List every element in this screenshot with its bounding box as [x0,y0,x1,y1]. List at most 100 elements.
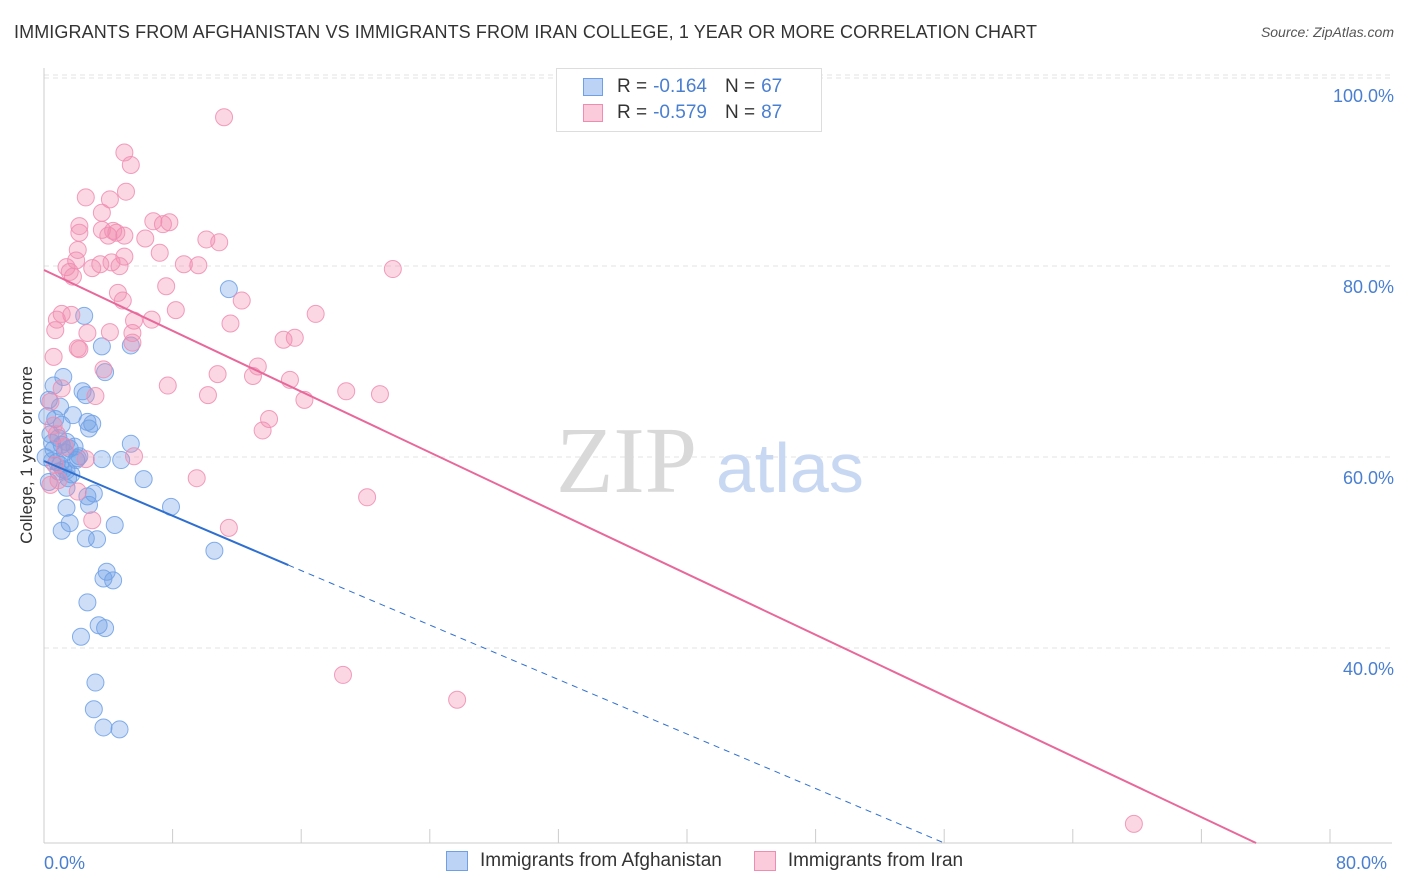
afghanistan-point [105,515,124,534]
trend-lines [43,269,1257,844]
iran-point [86,387,105,406]
series-legend: Immigrants from Afghanistan Immigrants f… [446,850,995,872]
iran-point [157,277,176,296]
iran-point [142,310,161,329]
iran-point [41,392,60,411]
iran-point [370,385,389,404]
iran-point [166,301,185,320]
watermark-atlas: atlas [716,429,864,507]
iran-point [232,291,251,310]
iran-point [55,437,74,456]
iran-point [274,330,293,349]
afghanistan-point [67,451,86,470]
afghanistan-trend-extension [288,564,945,844]
iran-point [136,229,155,248]
afghanistan-point [92,450,111,469]
iran-point [337,382,356,401]
iran-point [57,258,76,277]
iran-point [121,155,140,174]
iran-point [70,340,89,359]
afghanistan-point [134,470,153,489]
legend-swatch-afghanistan [583,78,603,96]
afghanistan-point [52,521,71,540]
series-legend-afghanistan[interactable]: Immigrants from Afghanistan [446,850,722,872]
afghanistan-point [83,414,102,433]
iran-point [78,324,97,343]
correlation-legend: R = -0.164 N = 67 R = -0.579 N = 87 [556,68,822,132]
iran-point [100,323,119,342]
afghanistan-point [219,280,238,299]
legend-row-afghanistan: R = -0.164 N = 67 [583,75,782,99]
legend-r-value-afghanistan: -0.164 [653,76,707,97]
iran-point [76,188,95,207]
afghanistan-point [80,419,99,438]
iran-point [243,367,262,386]
iran-point [215,108,234,127]
iran-point [1124,814,1143,833]
iran-point [253,421,272,440]
afghanistan-point [57,498,76,517]
iran-point [115,226,134,245]
iran-point [49,471,68,490]
iran-point [68,482,87,501]
iran-point [187,469,206,488]
iran-point [104,221,123,240]
iran-point [62,305,81,324]
series-swatch-iran [753,851,776,871]
iran-point [158,376,177,395]
legend-swatch-iran [583,104,603,122]
iran-point [208,365,227,384]
iran-point [76,450,95,469]
iran-point [91,255,110,274]
afghanistan-point [86,673,105,692]
y-tick-60: 60.0% [1342,468,1394,488]
iran-point [260,409,279,428]
iran-point [174,255,193,274]
legend-n-value-iran: 87 [761,102,783,123]
legend-r-value-iran: -0.579 [653,102,707,123]
iran-point [70,217,89,236]
iran-point [83,511,102,530]
iran-point [448,690,467,709]
afghanistan-point [75,306,94,325]
iran-point [123,324,142,343]
iran-trend-line [43,269,1257,844]
iran-point [383,260,402,279]
iran-point [153,215,172,234]
afghanistan-point [88,530,107,549]
iran-points [41,108,1143,833]
y-tick-80: 80.0% [1342,277,1394,297]
iran-point [100,190,119,209]
iran-point [60,262,79,281]
iran-point [219,518,238,537]
iran-point [333,665,352,684]
iran-point [94,360,113,379]
series-legend-iran[interactable]: Immigrants from Iran [753,850,963,872]
series-label-afghanistan: Immigrants from Afghanistan [480,850,722,871]
legend-n-label: N = [724,102,756,123]
axes [43,68,1392,844]
chart-title: IMMIGRANTS FROM AFGHANISTAN VS IMMIGRANT… [14,22,1038,42]
afghanistan-point [65,437,84,456]
legend-row-iran: R = -0.579 N = 87 [583,101,782,125]
iran-point [46,321,65,340]
iran-point [160,213,179,232]
iran-point [99,226,118,245]
iran-point [306,304,325,323]
iran-point [52,304,71,323]
legend-r-label: R = [617,102,648,123]
iran-point [285,328,304,347]
iran-point [44,347,63,366]
chart-source: Source: ZipAtlas.com [1260,24,1394,40]
afghanistan-point [104,571,123,590]
afghanistan-point [71,627,90,646]
iran-point [123,333,142,352]
series-swatch-afghanistan [446,851,468,871]
x-tick-80: 80.0% [1336,853,1388,873]
afghanistan-point [96,619,115,638]
gridlines [44,74,1392,649]
afghanistan-point [80,495,99,514]
x-tick-0: 0.0% [44,853,86,873]
watermark: ZIP atlas [556,409,864,513]
